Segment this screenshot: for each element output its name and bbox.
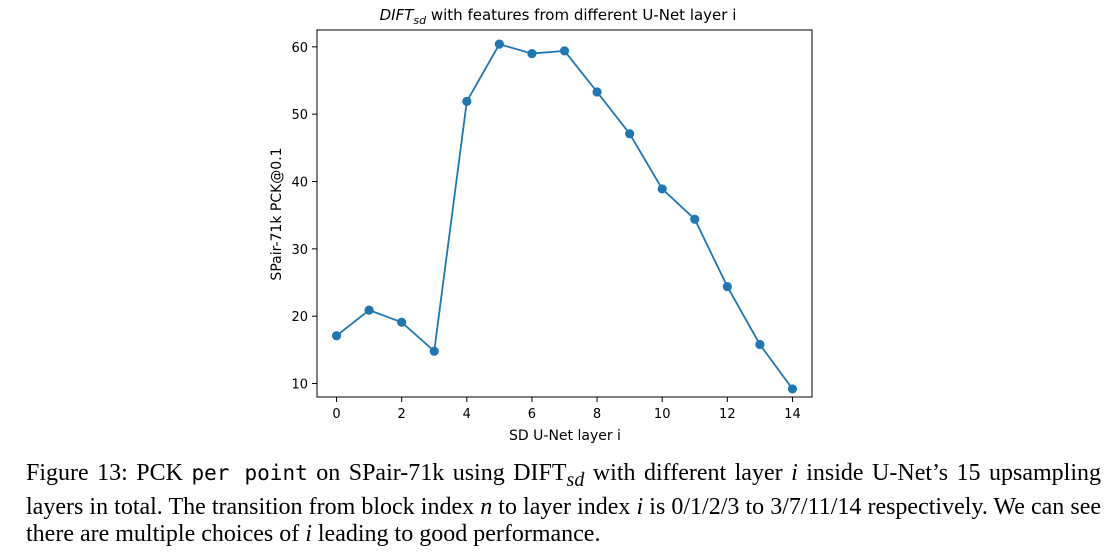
figure-caption: Figure 13: PCK per point on SPair-71k us… <box>26 460 1101 548</box>
data-point <box>527 48 537 59</box>
x-tick-label: 4 <box>463 407 471 422</box>
data-point <box>494 39 504 49</box>
y-axis-label: SPair-71k PCK@0.1 <box>269 147 285 280</box>
x-tick-label: 8 <box>593 407 601 422</box>
data-point <box>690 214 700 224</box>
caption-text: with different layer <box>584 460 792 486</box>
chart-title: DIFTsd with features from different U-Ne… <box>380 6 737 27</box>
y-tick-label: 50 <box>291 108 308 123</box>
caption-subscript: sd <box>566 468 585 491</box>
x-tick-label: 6 <box>528 407 536 422</box>
x-tick-label: 2 <box>398 407 406 422</box>
caption-text: on SPair-71k using DIFT <box>307 460 567 486</box>
data-point <box>429 346 439 356</box>
data-point <box>625 129 635 139</box>
data-point <box>331 331 342 341</box>
caption-text: is 0/1/2/3 to 3/7/11/14 respectively. We… <box>26 493 1102 547</box>
y-tick-label: 40 <box>291 176 308 191</box>
x-tick-label: 14 <box>784 407 801 422</box>
chart-title-rest: with features from different U-Net layer… <box>426 6 736 24</box>
y-tick-label: 60 <box>291 41 308 56</box>
x-axis-label: SD U-Net layer i <box>509 428 621 444</box>
caption-text: leading to good performance. <box>311 520 601 547</box>
chart-title-main: DIFT <box>380 6 416 24</box>
data-point <box>397 317 407 327</box>
data-point <box>722 281 732 292</box>
caption-text: PCK <box>127 460 192 486</box>
x-tick-label: 12 <box>719 407 736 422</box>
x-tick-label: 10 <box>654 407 671 422</box>
y-tick-label: 20 <box>291 310 308 325</box>
caption-math-n: n <box>480 493 493 520</box>
data-point <box>364 305 374 315</box>
data-point <box>755 339 765 350</box>
caption-figure-label: Figure 13: <box>26 460 128 486</box>
plot-area: 0 2 4 6 8 10 12 14 10 20 30 40 50 60 <box>291 29 813 422</box>
data-point <box>592 87 602 97</box>
y-tick-label: 10 <box>291 378 308 393</box>
data-point <box>657 184 667 194</box>
chart-title-subscript: sd <box>413 14 427 27</box>
plot-frame <box>316 29 813 398</box>
data-point <box>559 46 570 56</box>
caption-code-text: per point <box>191 461 308 485</box>
line-chart: DIFTsd with features from different U-Ne… <box>269 6 813 444</box>
data-point <box>787 384 798 394</box>
y-tick-label: 30 <box>291 243 308 258</box>
caption-math-i: i <box>791 460 798 486</box>
x-tick-label: 0 <box>332 407 340 422</box>
data-point <box>462 96 472 106</box>
caption-text: to layer index <box>492 493 637 520</box>
caption-text: inside U-Net’s 15 upsampling layers in t… <box>26 460 1102 520</box>
series-line <box>335 43 794 390</box>
caption-math-i: i <box>305 520 312 547</box>
caption-math-i: i <box>636 493 644 520</box>
